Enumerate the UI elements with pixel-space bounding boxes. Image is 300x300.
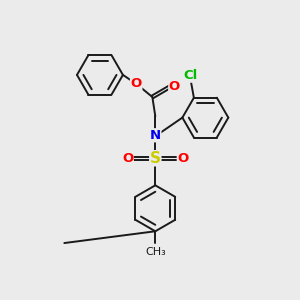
Text: O: O — [122, 152, 133, 165]
Text: Cl: Cl — [184, 69, 198, 82]
Text: N: N — [150, 129, 161, 142]
Text: CH₃: CH₃ — [145, 248, 166, 257]
Text: O: O — [130, 77, 142, 90]
Text: S: S — [150, 151, 161, 166]
Text: O: O — [177, 152, 189, 165]
Text: O: O — [169, 80, 180, 93]
